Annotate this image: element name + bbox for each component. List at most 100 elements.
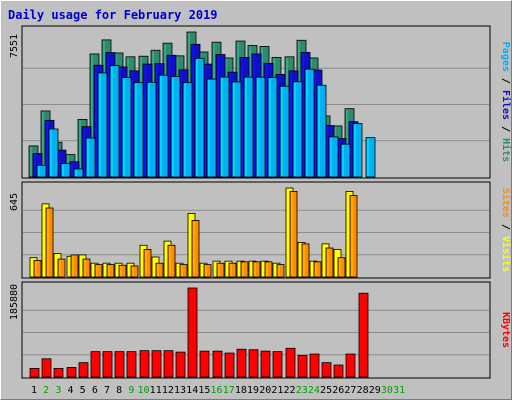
bar-sites-20 [264,261,273,278]
y-max-label: 185880 [9,284,20,320]
x-tick-label: 15 [198,385,210,396]
bar-sites-6 [94,264,103,278]
panel-visits: 645 Sites / Visits [9,181,512,279]
bar-kbytes-4 [66,367,77,378]
x-tick-label: 8 [116,385,122,396]
x-tick-label: 3 [55,385,61,396]
bar-kbytes-19 [248,349,259,378]
bar-kbytes-17 [224,352,235,378]
x-tick-label: 23 [296,385,308,396]
series-visits [29,187,354,278]
x-axis: 1 2 3 4 5 6 7 8 9 10 11 12 13 14 15 16 17 18 19 20 21 22 23 24 2… [31,385,405,396]
bar-sites-22 [289,191,298,278]
x-tick-label: 11 [150,385,162,396]
x-tick-label: 18 [235,385,247,396]
x-tick-label: 1 [31,385,37,396]
bar-pages-5 [85,137,96,178]
x-tick-label: 7 [104,385,110,396]
bar-sites-8 [118,264,127,278]
x-tick-label: 4 [67,385,73,396]
bar-kbytes-11 [151,350,162,378]
legend-visits: Sites / Visits [500,188,512,272]
bar-kbytes-28 [358,292,369,378]
x-tick-label: 13 [174,385,186,396]
bar-kbytes-20 [260,350,271,378]
bar-pages-16 [219,76,230,178]
bar-kbytes-16 [212,350,223,378]
bar-kbytes-26 [333,364,344,378]
bar-pages-23 [304,68,315,178]
x-tick-label: 21 [271,385,283,396]
bar-sites-2 [45,207,54,278]
bar-pages-13 [182,82,193,178]
bar-sites-24 [313,261,322,278]
x-tick-label: 26 [332,385,344,396]
bar-kbytes-23 [297,355,308,378]
x-tick-label: 19 [247,385,259,396]
x-tick-label: 25 [320,385,332,396]
bar-kbytes-14 [187,287,198,378]
legend-entry-files: Files [500,90,512,120]
x-tick-label: 31 [393,385,405,396]
legend-entry-kbytes: KBytes [500,312,511,348]
bar-pages-27 [352,123,363,178]
legend-kbytes: KBytes [500,312,511,348]
bar-kbytes-21 [272,351,283,378]
x-tick-label: 5 [80,385,86,396]
bar-sites-18 [240,261,249,278]
bar-pages-19 [255,76,266,178]
bar-sites-5 [82,258,91,278]
bar-pages-2 [48,128,59,178]
bar-sites-10 [143,249,152,278]
bar-sites-19 [252,261,261,278]
bar-sites-11 [155,262,164,278]
bar-kbytes-3 [53,367,64,378]
bar-sites-3 [57,258,66,278]
bar-sites-17 [228,262,237,278]
bar-sites-21 [276,264,285,278]
bar-kbytes-10 [139,350,150,378]
panel-kbytes: 185880 KBytes [9,281,511,379]
bar-pages-10 [146,81,157,178]
bar-kbytes-6 [90,351,101,378]
legend-entry-hits: Hits [500,138,512,162]
x-tick-label: 14 [186,385,198,396]
bar-kbytes-7 [102,351,113,378]
bar-pages-11 [158,74,169,178]
legend-entry-visits: Visits [500,236,512,272]
bar-pages-24 [316,84,327,178]
bar-sites-23 [301,243,310,278]
bar-pages-3 [60,163,71,178]
x-tick-label: 16 [211,385,223,396]
y-max-label: 7551 [9,34,20,58]
bar-sites-9 [130,265,139,278]
bar-kbytes-8 [114,351,125,378]
bar-sites-25 [325,247,334,278]
bar-kbytes-12 [163,350,174,378]
bar-pages-28 [365,137,376,178]
bar-pages-8 [121,77,132,178]
y-max-label: 645 [9,193,20,211]
bar-sites-1 [33,260,42,278]
bar-pages-9 [133,82,144,178]
bar-pages-6 [97,72,108,178]
x-tick-label: 2 [43,385,49,396]
bar-sites-12 [167,244,176,278]
x-tick-label: 24 [308,385,320,396]
legend-entry-pages: Pages [500,42,511,72]
series-pages [36,57,376,178]
x-tick-label: 6 [92,385,98,396]
x-tick-label: 17 [223,385,235,396]
x-tick-label: 29 [369,385,381,396]
x-tick-label: 20 [259,385,271,396]
bar-kbytes-2 [41,358,52,378]
bar-pages-12 [170,76,181,178]
bar-pages-26 [340,143,351,178]
legend-hits: Pages / Files / Hits [500,42,512,162]
bar-sites-27 [349,195,358,278]
bar-kbytes-22 [285,347,296,378]
bar-kbytes-27 [345,353,356,378]
series-sites [33,191,358,278]
bar-pages-22 [292,81,303,178]
